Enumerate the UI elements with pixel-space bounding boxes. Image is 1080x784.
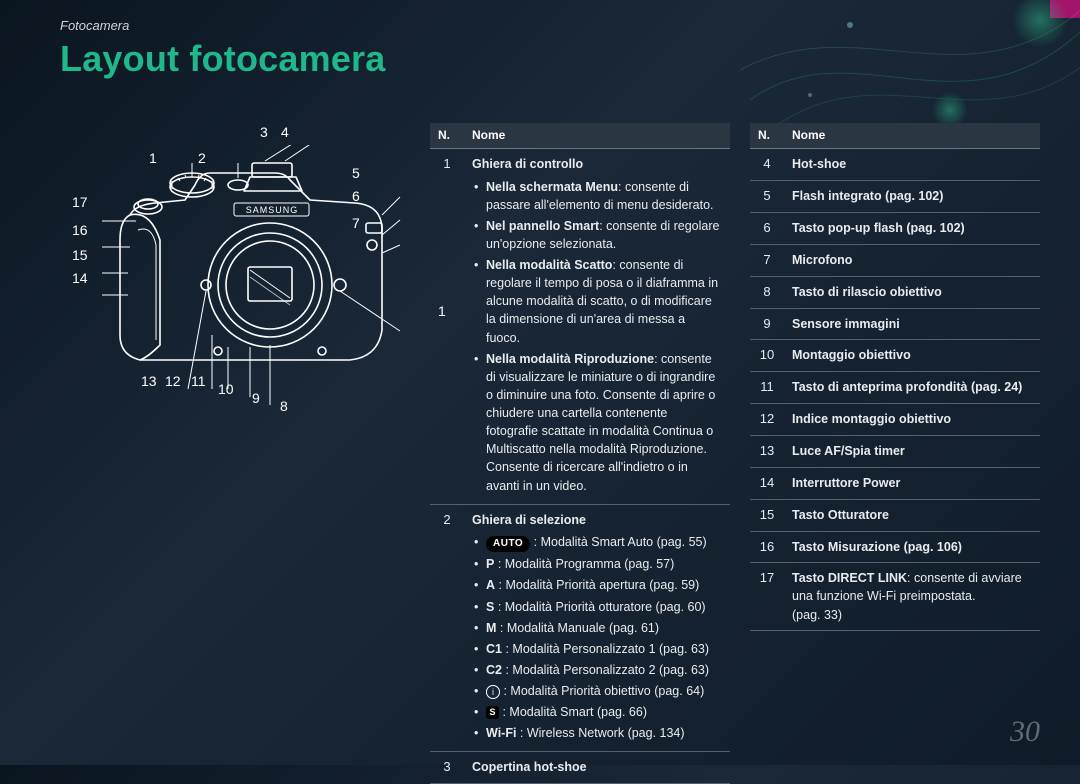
diagram-callout: 1 [149, 150, 157, 166]
row-number: 3 [430, 752, 464, 784]
table-row: 16Tasto Misurazione (pag. 106) [750, 531, 1040, 563]
th-n: N. [750, 123, 784, 149]
row-description: Tasto di anteprima profondità (pag. 24) [784, 372, 1040, 404]
diagram-callout: 3 [260, 124, 268, 140]
diagram-callout: 17 [72, 194, 88, 210]
row-description: Ghiera di controlloNella schermata Menu:… [464, 149, 730, 504]
camera-diagram: SAMSUNG [60, 120, 400, 410]
table-row: 9Sensore immagini [750, 308, 1040, 340]
diagram-callout: 14 [72, 270, 88, 286]
row-description: Luce AF/Spia timer [784, 435, 1040, 467]
row-number: 11 [750, 372, 784, 404]
table-row: 3Copertina hot-shoe [430, 752, 730, 784]
table-row: 11Tasto di anteprima profondità (pag. 24… [750, 372, 1040, 404]
row-number: 2 [430, 504, 464, 752]
row-description: Tasto Misurazione (pag. 106) [784, 531, 1040, 563]
parts-table-column-1: N. Nome 1Ghiera di controlloNella scherm… [430, 123, 730, 784]
diagram-callout: 7 [352, 215, 360, 231]
row-number: 16 [750, 531, 784, 563]
row-number: 14 [750, 467, 784, 499]
diagram-callout: 12 [165, 373, 181, 389]
table-row: 13Luce AF/Spia timer [750, 435, 1040, 467]
row-description: Tasto DIRECT LINK: consente di avviare u… [784, 563, 1040, 630]
row-number: 10 [750, 340, 784, 372]
row-number: 4 [750, 149, 784, 181]
row-number: 8 [750, 276, 784, 308]
table-row: 10Montaggio obiettivo [750, 340, 1040, 372]
diagram-callout: 5 [352, 165, 360, 181]
diagram-callout: 10 [218, 381, 234, 397]
diagram-callout: 15 [72, 247, 88, 263]
row-description: Tasto di rilascio obiettivo [784, 276, 1040, 308]
diagram-callout: 9 [252, 390, 260, 406]
table-row: 4Hot-shoe [750, 149, 1040, 181]
diagram-callout: 2 [198, 150, 206, 166]
table-row: 12Indice montaggio obiettivo [750, 404, 1040, 436]
table-row: 8Tasto di rilascio obiettivo [750, 276, 1040, 308]
diagram-callout: 6 [352, 188, 360, 204]
th-nome: Nome [464, 123, 730, 149]
row-description: Tasto pop-up flash (pag. 102) [784, 213, 1040, 245]
table-row: 14Interruttore Power [750, 467, 1040, 499]
table-row: 7Microfono [750, 244, 1040, 276]
row-number: 15 [750, 499, 784, 531]
row-number: 17 [750, 563, 784, 630]
row-description: Indice montaggio obiettivo [784, 404, 1040, 436]
page-title: Layout fotocamera [60, 38, 385, 80]
diagram-callout: 13 [141, 373, 157, 389]
table-row: 17Tasto DIRECT LINK: consente di avviare… [750, 563, 1040, 630]
row-number: 9 [750, 308, 784, 340]
row-description: Tasto Otturatore [784, 499, 1040, 531]
table-row: 2Ghiera di selezioneAUTO : Modalità Smar… [430, 504, 730, 752]
diagram-callout: 4 [281, 124, 289, 140]
row-number: 5 [750, 181, 784, 213]
row-description: Montaggio obiettivo [784, 340, 1040, 372]
th-nome: Nome [784, 123, 1040, 149]
diagram-callout: 11 [191, 373, 206, 389]
table-row: 5Flash integrato (pag. 102) [750, 181, 1040, 213]
diagram-callout: 8 [280, 398, 288, 414]
diagram-callout: 16 [72, 222, 88, 238]
table-row: 6Tasto pop-up flash (pag. 102) [750, 213, 1040, 245]
section-label: Fotocamera [60, 18, 129, 33]
row-description: Microfono [784, 244, 1040, 276]
row-description: Hot-shoe [784, 149, 1040, 181]
camera-line-art: SAMSUNG [100, 145, 410, 405]
svg-text:SAMSUNG: SAMSUNG [246, 205, 299, 215]
table-row: 15Tasto Otturatore [750, 499, 1040, 531]
page-number: 30 [1010, 715, 1040, 749]
row-description: Ghiera di selezioneAUTO : Modalità Smart… [464, 504, 730, 752]
row-number: 6 [750, 213, 784, 245]
row-number: 1 [430, 149, 464, 504]
row-number: 13 [750, 435, 784, 467]
th-n: N. [430, 123, 464, 149]
page-corner-accent [1050, 0, 1080, 18]
row-description: Sensore immagini [784, 308, 1040, 340]
row-description: Copertina hot-shoe [464, 752, 730, 784]
row-description: Flash integrato (pag. 102) [784, 181, 1040, 213]
row-number: 7 [750, 244, 784, 276]
row-description: Interruttore Power [784, 467, 1040, 499]
parts-table-column-2: N. Nome 4Hot-shoe5Flash integrato (pag. … [750, 123, 1040, 631]
row-number: 12 [750, 404, 784, 436]
table-row: 1Ghiera di controlloNella schermata Menu… [430, 149, 730, 504]
